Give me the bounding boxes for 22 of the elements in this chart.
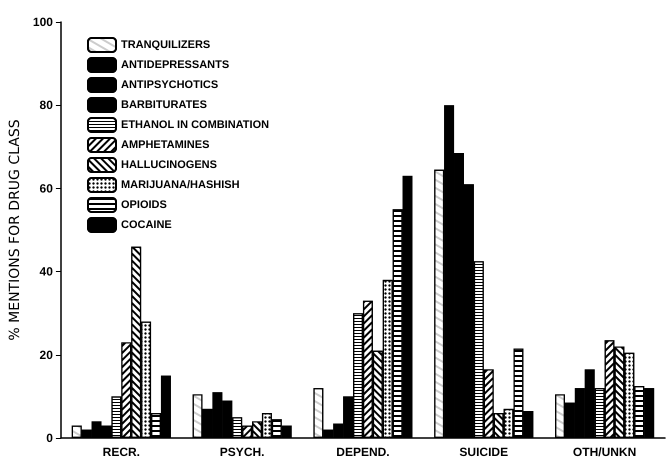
legend-label: COCAINE [121,219,172,231]
y-tick-label: 40 [40,264,54,279]
legend-label: ANTIDEPRESSANTS [121,59,230,71]
x-tick-label: SUICIDE [459,445,508,459]
x-tick-label: PSYCH. [220,445,264,459]
legend-label: MARIJUANA/HASHISH [121,179,240,191]
legend-label: AMPHETAMINES [121,139,210,151]
x-tick-label: OTH/UNKN [572,445,636,459]
legend-label: OPIOIDS [121,199,167,211]
legend-label: TRANQUILIZERS [121,39,210,51]
legend-label: HALLUCINOGENS [121,159,217,171]
y-tick-label: 20 [40,348,54,362]
legend-label: BARBITURATES [121,99,207,111]
y-tick-label: 100 [32,15,54,29]
legend-label: ANTIPSYCHOTICS [121,79,218,91]
legend-label: ETHANOL IN COMBINATION [121,119,270,131]
x-tick-label: DEPEND. [336,445,390,459]
y-tick-label: 80 [40,98,54,112]
y-tick-label: 0 [46,431,54,445]
y-axis-title: % MENTIONS FOR DRUG CLASS [7,119,23,341]
y-tick-label: 60 [40,181,54,196]
x-tick-label: RECR. [102,445,140,459]
